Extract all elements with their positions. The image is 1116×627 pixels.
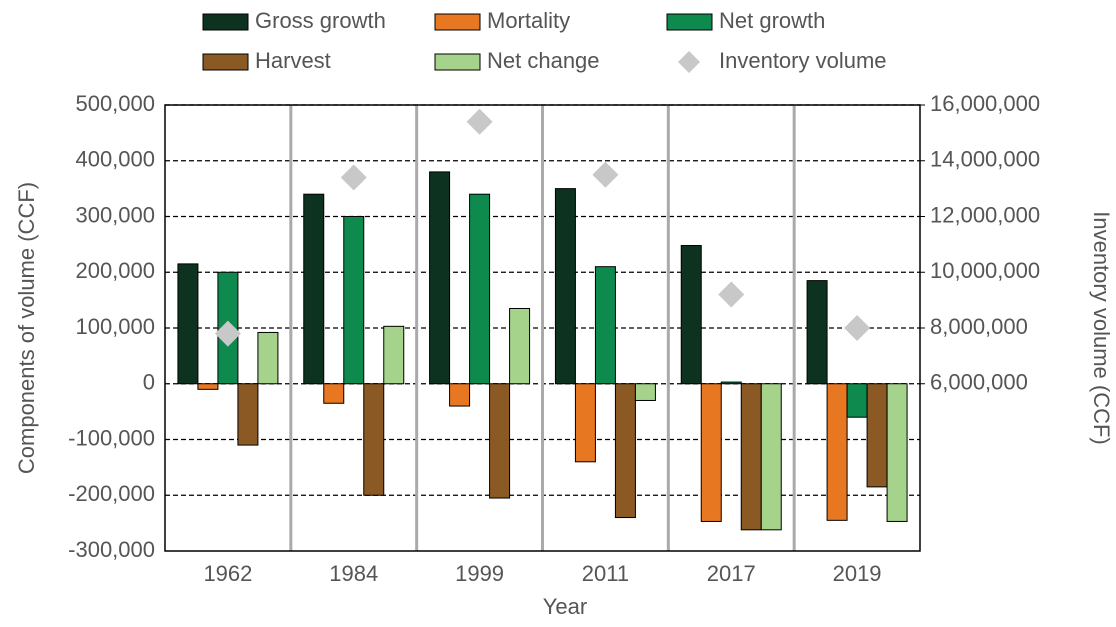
y-tick-label: 200,000 [75,258,155,283]
legend-label: Net change [487,48,600,73]
inventory-marker [844,315,871,341]
y-axis-label: Components of volume (CCF) [14,182,39,474]
bar [383,325,405,385]
legend-label: Inventory volume [719,48,887,73]
bar [680,244,702,385]
legend-swatch [202,53,249,71]
bar [197,383,219,390]
bar [866,383,888,488]
bar [594,266,616,385]
bar [449,383,471,407]
inventory-marker [466,108,493,135]
bar [489,383,511,499]
x-tick-label: 2017 [707,561,756,586]
inventory-marker [214,320,241,347]
legend-swatch [434,53,481,71]
y2-tick-label: 16,000,000 [930,91,1040,116]
bar [257,331,279,385]
bar [303,193,325,385]
legend-swatch [678,51,700,73]
legend-swatch [666,13,713,31]
legend-swatch [434,13,481,31]
bar [574,383,596,463]
x-tick-label: 1999 [455,561,504,586]
y-tick-label: -100,000 [68,425,155,450]
y2-axis-label: Inventory volume (CCF) [1089,211,1114,445]
bar [177,263,199,385]
bar [826,383,848,521]
y2-tick-label: 6,000,000 [930,370,1028,395]
bar [614,383,636,519]
bar [886,383,908,522]
bar [760,383,782,531]
y-tick-label: 300,000 [75,202,155,227]
x-tick-label: 2011 [582,561,629,586]
y2-tick-label: 10,000,000 [930,258,1040,283]
x-tick-label: 1984 [329,561,378,586]
legend-label: Harvest [255,48,331,73]
inventory-marker [340,164,367,191]
bar [554,188,576,385]
x-tick-label: 1962 [203,561,252,586]
y-tick-label: 500,000 [75,91,155,116]
y-tick-label: 0 [143,370,155,395]
bar [237,383,259,446]
inventory-marker [718,281,745,308]
y2-tick-label: 12,000,000 [930,202,1040,227]
bar [806,280,828,385]
inventory-marker [592,161,619,188]
bar [343,216,365,385]
y-tick-label: 400,000 [75,147,155,172]
legend-label: Mortality [487,8,570,33]
y2-tick-label: 14,000,000 [930,147,1040,172]
legend-swatch [202,13,249,31]
bar [720,381,742,385]
bar [700,383,722,522]
bar [429,171,451,385]
y-tick-label: 100,000 [75,314,155,339]
bar [740,383,762,531]
bar [509,307,531,385]
bar [323,383,345,404]
legend-label: Net growth [719,8,825,33]
y-tick-label: -300,000 [68,537,155,562]
bar [469,193,491,385]
legend-label: Gross growth [255,8,386,33]
bar [846,383,868,418]
y-tick-label: -200,000 [68,481,155,506]
bar [634,383,656,401]
x-tick-label: 2019 [833,561,882,586]
plot-frame [164,104,921,552]
x-axis-label: Year [543,594,587,619]
y2-tick-label: 8,000,000 [930,314,1028,339]
bar [363,383,385,496]
